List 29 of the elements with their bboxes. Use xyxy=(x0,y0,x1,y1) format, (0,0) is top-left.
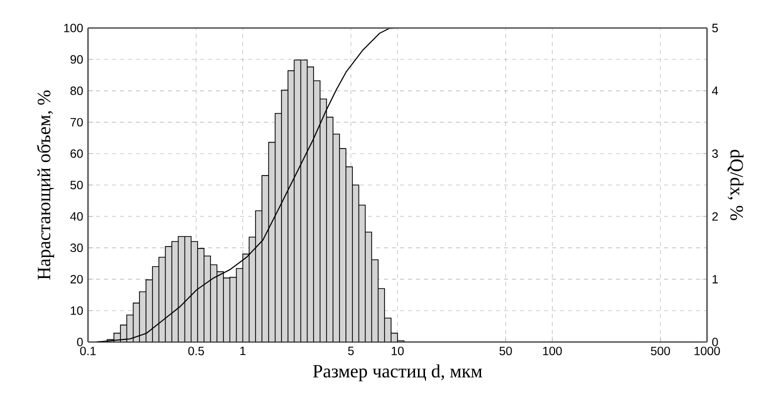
y2-tick-label: 3 xyxy=(712,149,718,158)
y2-tick-label: 1 xyxy=(712,275,718,284)
y-tick-label: 40 xyxy=(70,212,83,221)
y-tick-label: 0 xyxy=(77,338,83,346)
x-axis-title: Размер частиц d, мкм xyxy=(313,364,482,382)
y-tick-label: 90 xyxy=(70,55,83,64)
y-tick-label: 10 xyxy=(70,306,83,315)
y-tick-label: 70 xyxy=(70,118,83,126)
x-tick-label: 100 xyxy=(543,346,562,356)
y-tick-label: 80 xyxy=(70,86,83,96)
x-tick-label: 0.5 xyxy=(188,346,204,356)
y-axis-title: Нарастающий объем, % xyxy=(36,90,54,280)
y2-tick-label: 2 xyxy=(712,212,718,221)
x-tick-label: 50 xyxy=(499,346,512,356)
y2-tick-label: 0 xyxy=(712,338,718,346)
x-tick-label: 5 xyxy=(348,346,354,356)
y2-axis-title: dQ/dx, % xyxy=(728,150,744,220)
y-tick-label: 100 xyxy=(64,24,83,32)
x-tick-label: 1000 xyxy=(694,346,720,356)
y-tick-label: 50 xyxy=(70,180,83,190)
x-tick-label: 1 xyxy=(240,346,246,355)
y-tick-label: 30 xyxy=(70,244,83,252)
x-tick-label: 0.1 xyxy=(80,346,96,356)
y2-tick-label: 4 xyxy=(712,86,718,95)
y-tick-label: 60 xyxy=(70,149,83,158)
x-tick-label: 500 xyxy=(650,346,670,356)
x-tick-label: 10 xyxy=(392,346,404,356)
y2-tick-label: 5 xyxy=(712,24,718,32)
y-tick-label: 20 xyxy=(70,274,83,284)
